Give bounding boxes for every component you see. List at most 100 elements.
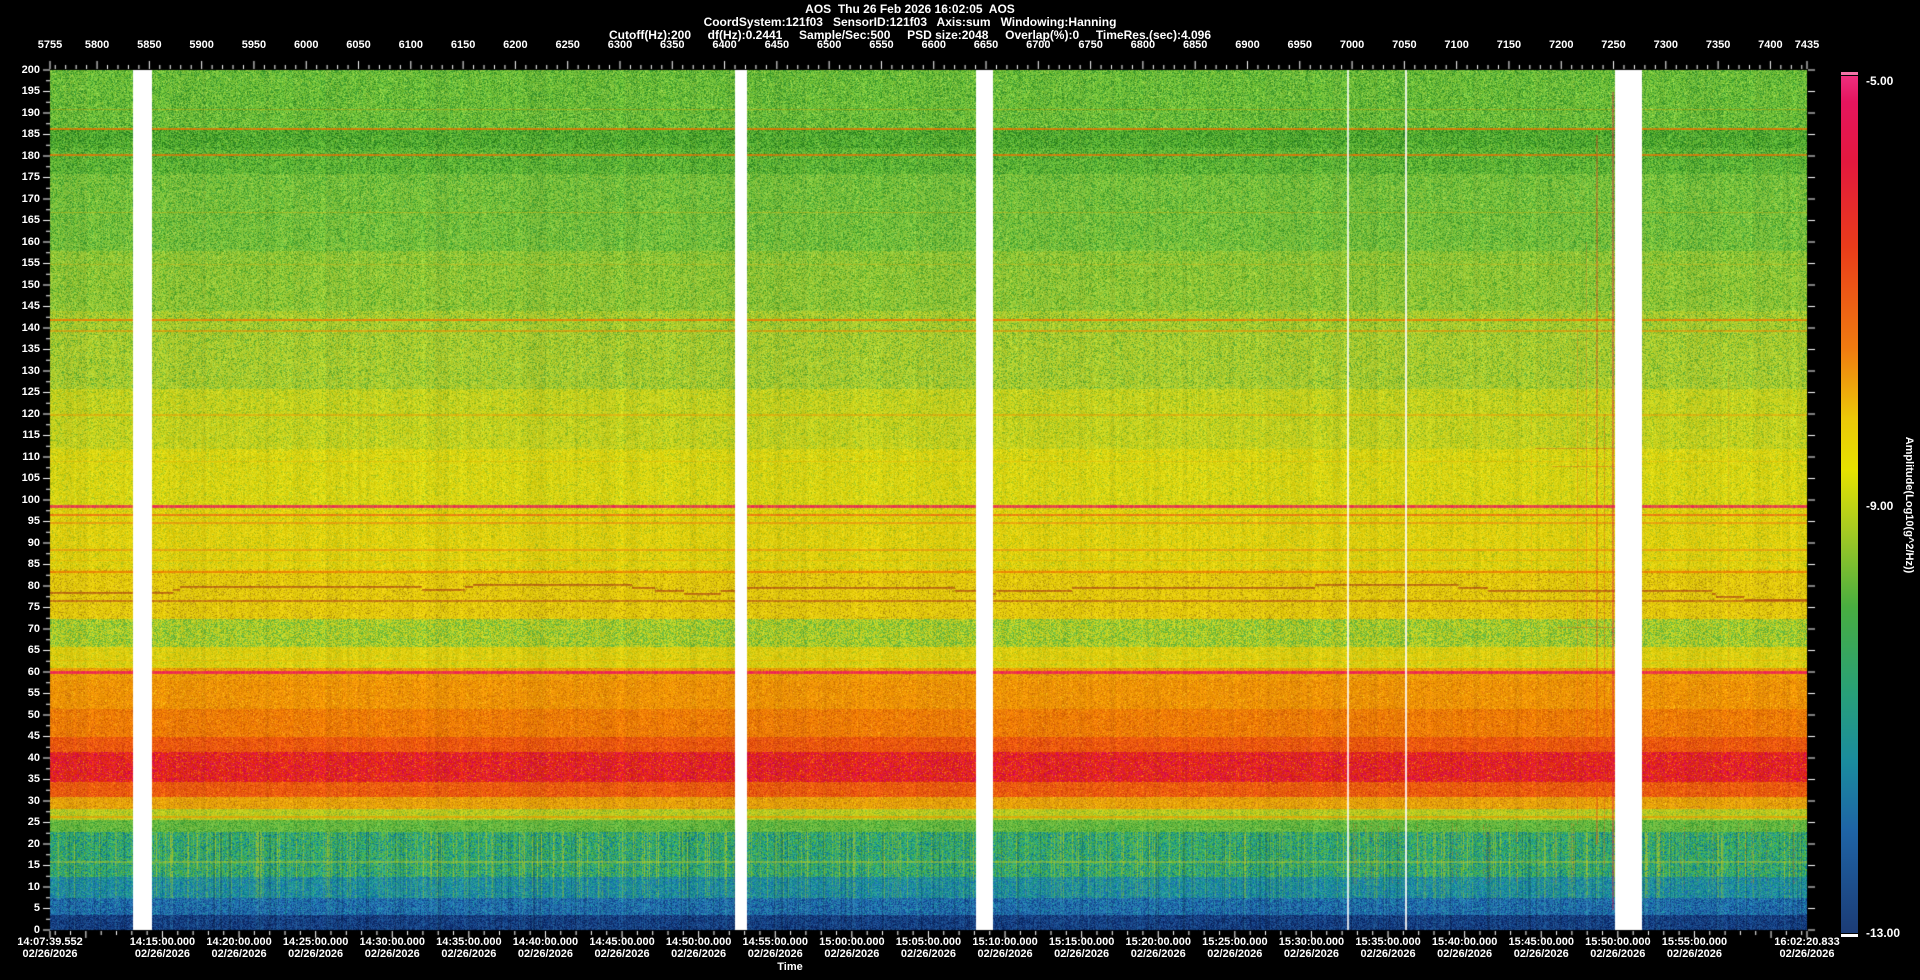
record-tick-label: 6800 (1130, 39, 1156, 51)
time-axis-title: Time (777, 961, 803, 973)
record-tick-label: 7100 (1444, 39, 1469, 51)
date-value: 02/26/2026 (1590, 948, 1646, 960)
frequency-tick-label: 70 (27, 622, 40, 635)
date-value: 02/26/2026 (900, 948, 956, 960)
record-tick-label: 5900 (189, 39, 214, 51)
frequency-tick-label: 85 (27, 558, 40, 570)
frequency-tick-label: 65 (27, 644, 40, 656)
frequency-tick-label: 35 (27, 773, 40, 785)
time-tick-label: 14:55:00.000 02/26/2026 (743, 936, 808, 960)
time-value: 14:40:00.000 (512, 936, 579, 948)
record-tick-label: 6750 (1078, 39, 1103, 51)
record-tick-label: 7050 (1392, 39, 1417, 51)
frequency-tick-label: 25 (27, 816, 40, 828)
record-tick-label: 5800 (84, 39, 110, 51)
record-tick-label: 7000 (1339, 39, 1365, 51)
frequency-tick-label: 50 (27, 708, 40, 721)
frequency-tick-label: 95 (27, 515, 40, 527)
time-tick-label: 15:25:00.000 02/26/2026 (1202, 936, 1267, 960)
frequency-tick-label: 200 (21, 63, 40, 76)
date-value: 02/26/2026 (288, 948, 344, 960)
frequency-tick-label: 40 (27, 751, 40, 764)
frequency-tick-label: 90 (27, 536, 40, 549)
time-value: 15:00:00.000 (819, 936, 885, 948)
record-tick-label: 6550 (869, 39, 894, 51)
time-tick-label: 15:05:00.000 02/26/2026 (896, 936, 961, 960)
time-value: 15:05:00.000 (895, 936, 962, 948)
record-tick-label: 6300 (607, 39, 633, 51)
frequency-tick-label: 175 (21, 171, 40, 183)
time-value: 14:45:00.000 (589, 936, 655, 948)
time-tick-label: 14:25:00.000 02/26/2026 (283, 936, 348, 960)
window-title: AOS Thu 26 Feb 2026 16:02:05 AOS (805, 2, 1015, 16)
time-value: 14:07:39.552 (17, 936, 83, 948)
record-tick-label: 6350 (660, 39, 685, 51)
time-tick-label: 15:15:00.000 02/26/2026 (1049, 936, 1114, 960)
frequency-tick-label: 55 (27, 687, 40, 699)
colorbar-title: Amplitude(Log10(g^2/Hz)) (1903, 436, 1915, 573)
frequency-tick-label: 155 (21, 257, 40, 269)
time-tick-label: 14:30:00.000 02/26/2026 (360, 936, 425, 960)
date-value: 02/26/2026 (671, 948, 727, 960)
frequency-tick-label: 60 (27, 665, 40, 678)
record-tick-label: 7435 (1794, 39, 1820, 51)
date-value: 02/26/2026 (211, 948, 267, 960)
frequency-tick-label: 100 (21, 493, 40, 506)
time-tick-label: 14:15:00.000 02/26/2026 (130, 936, 195, 960)
frequency-tick-label: 0 (33, 923, 40, 936)
colorbar-mid-label: -9.00 (1866, 498, 1894, 513)
time-tick-label: 14:35:00.000 02/26/2026 (436, 936, 501, 960)
record-tick-label: 6850 (1182, 39, 1208, 51)
date-value: 02/26/2026 (594, 948, 650, 960)
frequency-tick-label: 185 (21, 128, 40, 140)
record-tick-label: 6600 (921, 39, 946, 51)
time-value: 14:55:00.000 (742, 936, 808, 948)
record-tick-label: 6000 (293, 39, 319, 51)
time-value: 15:25:00.000 (1202, 936, 1268, 948)
record-tick-label: 7400 (1758, 39, 1783, 51)
record-tick-label: 7350 (1705, 39, 1731, 51)
date-value: 02/26/2026 (747, 948, 803, 960)
date-value: 02/26/2026 (364, 948, 420, 960)
frequency-tick-label: 170 (21, 192, 40, 205)
record-tick-label: 6150 (450, 39, 476, 51)
date-value: 02/26/2026 (1054, 948, 1110, 960)
frequency-tick-label: 150 (21, 278, 40, 291)
time-tick-label: 14:07:39.552 02/26/2026 (17, 936, 82, 960)
time-value: 14:25:00.000 (282, 936, 349, 948)
time-tick-label: 14:40:00.000 02/26/2026 (513, 936, 578, 960)
record-tick-label: 6700 (1026, 39, 1051, 51)
time-value: 15:20:00.000 (1125, 936, 1191, 948)
frequency-tick-label: 130 (21, 364, 40, 377)
date-value: 02/26/2026 (22, 948, 78, 960)
date-value: 02/26/2026 (824, 948, 880, 960)
time-value: 15:40:00.000 (1431, 936, 1498, 948)
record-tick-label: 7300 (1653, 39, 1679, 51)
frequency-tick-label: 140 (21, 321, 40, 334)
record-tick-label: 5755 (37, 39, 63, 51)
frequency-tick-label: 105 (21, 472, 40, 484)
record-tick-label: 6250 (555, 39, 580, 51)
time-value: 15:35:00.000 (1355, 936, 1421, 948)
date-value: 02/26/2026 (1666, 948, 1722, 960)
date-value: 02/26/2026 (517, 948, 573, 960)
date-value: 02/26/2026 (1360, 948, 1416, 960)
time-value: 14:35:00.000 (436, 936, 502, 948)
date-value: 02/26/2026 (1207, 948, 1263, 960)
time-value: 14:50:00.000 (665, 936, 732, 948)
frequency-tick-label: 15 (27, 859, 40, 871)
frequency-tick-label: 120 (21, 407, 40, 420)
header-processing-params: Cutoff(Hz):200 df(Hz):0.2441 Sample/Sec:… (609, 28, 1211, 42)
time-tick-label: 15:35:00.000 02/26/2026 (1355, 936, 1420, 960)
frequency-tick-label: 20 (27, 837, 40, 850)
time-value: 15:10:00.000 (972, 936, 1038, 948)
frequency-tick-label: 165 (21, 214, 40, 226)
record-tick-label: 6650 (973, 39, 999, 51)
time-value: 15:50:00.000 (1585, 936, 1651, 948)
frequency-tick-label: 110 (22, 450, 40, 463)
record-tick-label: 6100 (398, 39, 424, 51)
time-value: 16:02:20.833 (1774, 936, 1840, 948)
date-value: 02/26/2026 (1437, 948, 1493, 960)
time-value: 14:20:00.000 (206, 936, 272, 948)
